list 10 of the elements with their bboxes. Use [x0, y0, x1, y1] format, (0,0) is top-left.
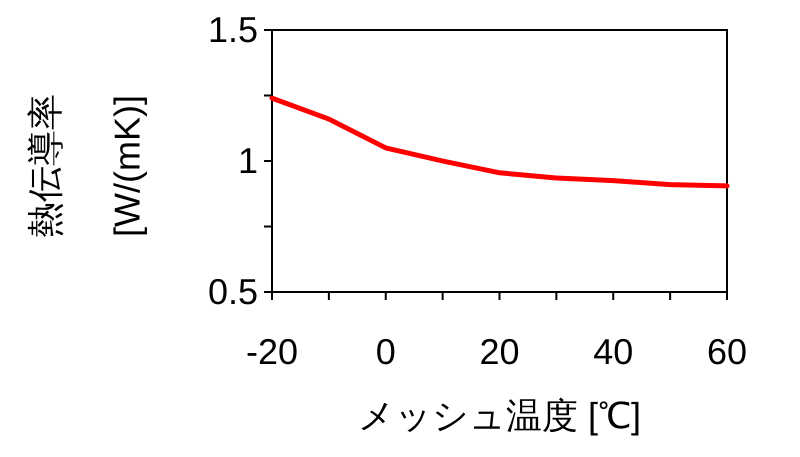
x-tick-label: 0 [376, 331, 396, 372]
x-tick-label: 40 [593, 331, 634, 372]
y-axis-title: 熱伝導率 [W/(mK)] [24, 94, 148, 238]
x-tick-label: 60 [706, 331, 748, 372]
x-tick-label: -20 [246, 331, 298, 372]
x-axis-title: メッシュ温度 [℃] [358, 395, 642, 436]
y-tick-label: 0.5 [208, 271, 258, 312]
y-tick-label: 1.5 [208, 9, 258, 50]
y-tick-label: 1 [238, 140, 258, 181]
x-tick-label: 20 [479, 331, 520, 372]
